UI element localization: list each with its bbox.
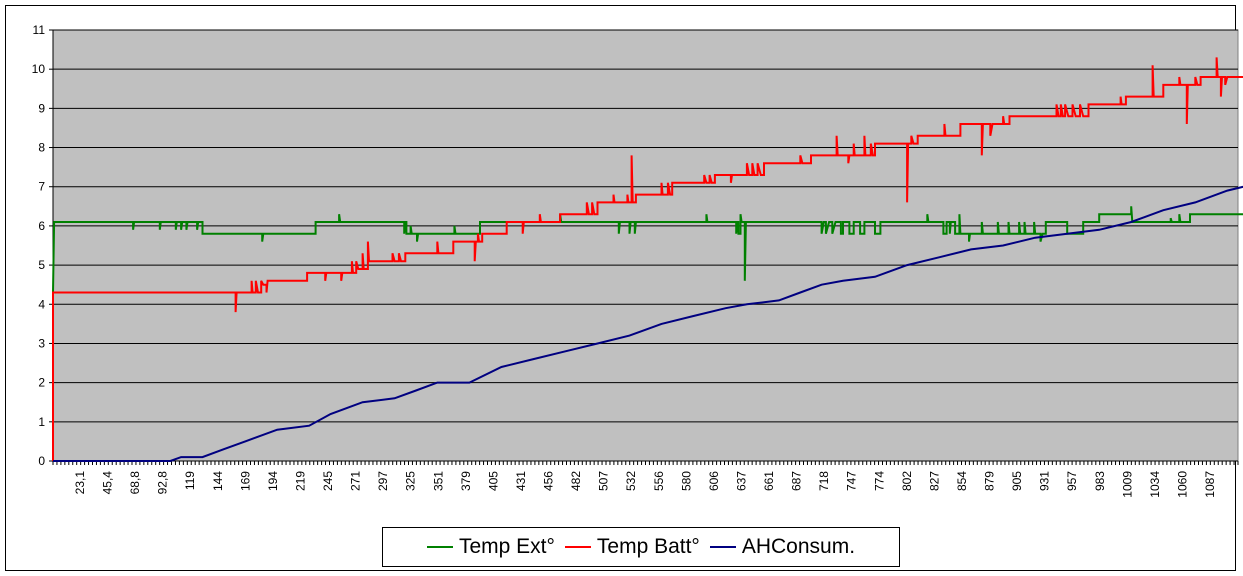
- legend-entry-temp-ext: Temp Ext°: [426, 535, 555, 559]
- x-tick-label: 169: [238, 471, 252, 491]
- x-axis: 23,1 45,4 68,8 92,8 119 144 169 194 219 245 271 297…: [52, 460, 1239, 498]
- x-tick-label: 556: [652, 471, 666, 491]
- y-tick-label: 6: [38, 219, 45, 233]
- x-tick-label: 1087: [1203, 471, 1217, 498]
- x-tick-label: 119: [183, 471, 197, 490]
- grid-lines: [53, 29, 1238, 423]
- y-tick-label: 7: [38, 180, 45, 194]
- x-tick-label: 774: [872, 471, 886, 491]
- series-line-temp-ext: [52, 206, 1243, 293]
- y-tick-label: 1: [38, 415, 45, 429]
- x-tick-label: 532: [624, 471, 638, 491]
- y-tick-label: 10: [32, 62, 46, 76]
- legend-swatch-temp-batt: [564, 546, 591, 548]
- x-tick-label: 827: [927, 471, 941, 491]
- x-tick-label: 931: [1038, 471, 1052, 491]
- x-tick-label: 854: [955, 471, 969, 491]
- y-axis: 0 1 2 3 4 5 6 7 8 9 10 11: [32, 23, 54, 468]
- x-tick-label: 351: [431, 471, 445, 491]
- x-tick-label: 68,8: [128, 471, 142, 495]
- x-tick-label: 194: [266, 471, 280, 491]
- x-tick-label: 431: [514, 471, 528, 491]
- x-tick-label: 456: [542, 471, 556, 491]
- series-line-temp-batt: [52, 57, 1243, 461]
- x-tick-label: 802: [900, 471, 914, 491]
- x-tick-label: 905: [1010, 471, 1024, 491]
- x-tick-label: 957: [1065, 471, 1079, 491]
- x-tick-label: 144: [211, 471, 225, 491]
- x-tick-label: 245: [321, 471, 335, 491]
- y-tick-label: 3: [38, 336, 45, 350]
- x-tick-label: 687: [790, 471, 804, 491]
- x-tick-label: 879: [983, 471, 997, 491]
- x-tick-label: 1009: [1120, 471, 1134, 498]
- x-tick-label: 507: [597, 471, 611, 491]
- x-tick-label: 92,8: [156, 471, 170, 495]
- y-tick-label: 11: [33, 23, 46, 37]
- legend: Temp Ext° Temp Batt° AHConsum.: [382, 527, 900, 567]
- x-tick-label: 23,1: [73, 471, 87, 495]
- legend-swatch-ahconsum: [709, 546, 736, 548]
- y-tick-label: 0: [38, 454, 45, 468]
- x-tick-label: 45,4: [101, 471, 115, 495]
- x-tick-label: 718: [817, 471, 831, 491]
- x-tick-label: 983: [1093, 471, 1107, 491]
- x-tick-label: 637: [734, 471, 748, 491]
- legend-swatch-temp-ext: [426, 546, 453, 548]
- x-tick-label: 271: [349, 471, 363, 491]
- x-tick-label: 325: [404, 471, 418, 491]
- legend-entry-temp-batt: Temp Batt°: [564, 535, 700, 559]
- legend-label-temp-ext: Temp Ext°: [458, 535, 555, 558]
- x-tick-label: 580: [679, 471, 693, 491]
- x-tick-label: 606: [707, 471, 721, 491]
- x-tick-label: 1034: [1148, 471, 1162, 498]
- plot-area: [52, 29, 1239, 462]
- legend-label-ahconsum: AHConsum.: [741, 535, 856, 558]
- x-tick-label: 297: [376, 471, 390, 491]
- y-tick-label: 9: [38, 101, 45, 115]
- series-line-ahconsum: [53, 185, 1243, 462]
- legend-entry-ahconsum: AHConsum.: [709, 535, 856, 559]
- y-tick-label: 2: [38, 376, 45, 390]
- legend-label-temp-batt: Temp Batt°: [596, 535, 700, 558]
- y-tick-label: 8: [38, 141, 45, 155]
- x-tick-label: 482: [569, 471, 583, 491]
- x-tick-label: 1060: [1175, 471, 1189, 498]
- x-tick-label: 661: [762, 471, 776, 491]
- x-tick-label: 379: [459, 471, 473, 491]
- y-tick-label: 4: [38, 297, 45, 311]
- y-tick-label: 5: [38, 258, 45, 272]
- x-tick-label: 747: [845, 471, 859, 491]
- x-tick-label: 219: [293, 471, 307, 491]
- series-layer: [52, 57, 1243, 462]
- x-tick-label: 405: [486, 471, 500, 491]
